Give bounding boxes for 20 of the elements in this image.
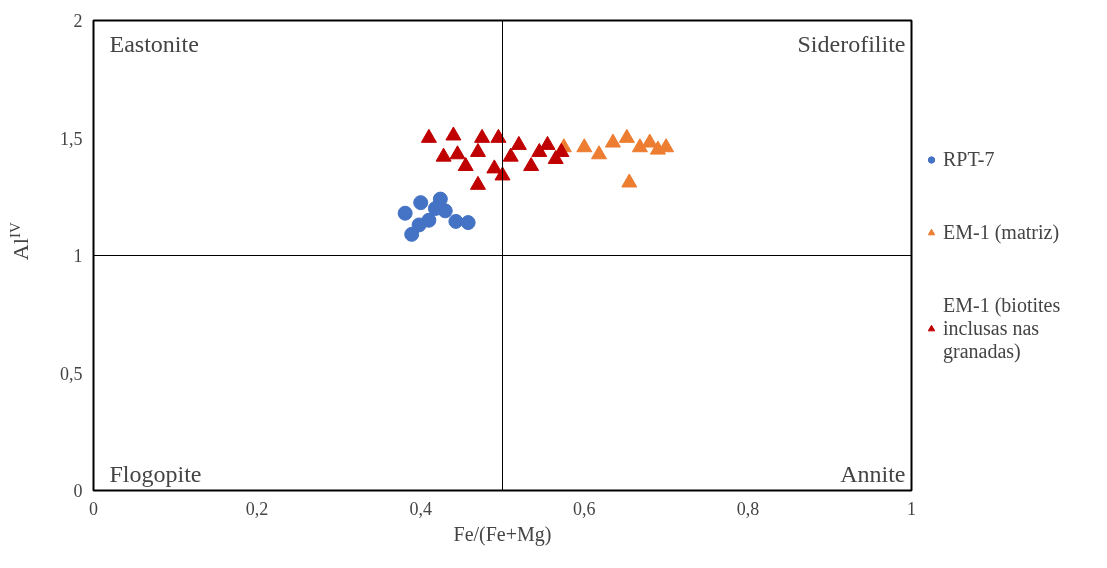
x-tick-label: 1 — [907, 498, 916, 519]
x-tick-label: 0,6 — [573, 498, 596, 519]
y-tick-label: 2 — [73, 11, 83, 31]
annotation: Eastonite — [109, 30, 199, 57]
annotation: Siderofilite — [797, 30, 906, 57]
x-tick-label: 0 — [89, 498, 98, 519]
x-tick-label: 0,8 — [736, 498, 760, 519]
y-tick-label: 0,5 — [60, 363, 83, 384]
y-tick-label: 0 — [73, 481, 83, 501]
annotation: Annite — [840, 460, 906, 487]
x-axis-title: Fe/(Fe+Mg) — [453, 522, 552, 546]
y-tick-label: 1,5 — [60, 128, 83, 149]
y-tick-label: 1 — [73, 246, 83, 266]
annotation: Flogopite — [109, 460, 202, 487]
legend-label: RPT-7 — [943, 147, 995, 171]
x-tick-label: 0,2 — [245, 498, 269, 519]
legend-label: EM-1 (matriz) — [943, 220, 1060, 244]
x-tick-label: 0,4 — [409, 498, 432, 519]
legend-label: EM-1 (biotites inclusas nas granadas) — [943, 293, 1061, 363]
y-axis-title: AlIV — [7, 221, 33, 261]
